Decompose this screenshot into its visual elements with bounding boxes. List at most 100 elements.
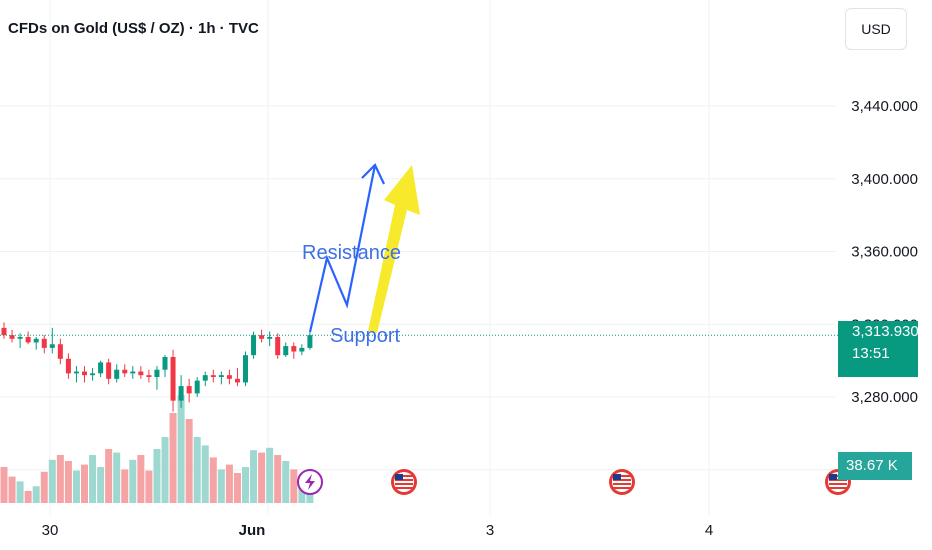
volume-bar — [250, 450, 258, 503]
volume-bar — [233, 473, 241, 503]
candle-body — [82, 371, 87, 376]
candle-body — [178, 386, 184, 401]
candle-body — [226, 375, 232, 379]
candle-body — [98, 362, 104, 374]
price-tick-label: 3,400.000 — [851, 171, 918, 188]
volume-bar — [105, 449, 113, 503]
candle-body — [90, 373, 96, 376]
resistance-label[interactable]: Resistance — [302, 242, 401, 264]
volume-bar — [32, 486, 40, 503]
volume-bar — [64, 461, 72, 503]
candle-body — [194, 380, 200, 394]
us-flag-event-icon[interactable] — [391, 469, 417, 495]
volume-bars — [0, 395, 314, 503]
candle-series — [1, 322, 313, 412]
price-tick-label: 3,440.000 — [851, 98, 918, 115]
candle-body — [186, 386, 192, 394]
currency-button[interactable]: USD — [845, 8, 907, 50]
drawing-layer[interactable]: Resistance Support — [302, 163, 420, 347]
volume-bar — [24, 491, 32, 503]
blue-arrow-head[interactable] — [361, 163, 385, 185]
candle-body — [234, 378, 240, 383]
last-price-tag: 3,313.930 13:51 — [838, 321, 919, 377]
candle-body — [170, 356, 176, 401]
volume-bar — [145, 470, 153, 503]
yellow-arrow[interactable] — [368, 165, 420, 333]
volume-bar — [0, 467, 8, 503]
candle-body — [291, 346, 297, 352]
grid-lines — [0, 0, 835, 515]
volume-bar — [48, 459, 56, 503]
volume-bar — [113, 452, 121, 503]
volume-bar — [290, 469, 298, 503]
candle-body — [251, 335, 257, 356]
volume-bar — [40, 471, 48, 503]
candle-body — [267, 336, 273, 339]
time-tick-label: 4 — [705, 522, 713, 539]
volume-bar — [153, 449, 161, 503]
candle-body — [33, 338, 39, 343]
volume-bar — [121, 469, 129, 503]
volume-bar — [81, 464, 88, 503]
candle-body — [243, 355, 248, 383]
volume-bar — [185, 419, 193, 503]
volume-bar — [274, 455, 282, 503]
volume-bar — [72, 470, 80, 503]
volume-bar — [201, 445, 209, 503]
time-tick-label: 3 — [486, 522, 494, 539]
candle-body — [275, 336, 281, 356]
bar-countdown: 13:51 — [852, 345, 890, 362]
volume-bar — [8, 476, 16, 503]
candle-body — [299, 347, 305, 352]
volume-bar — [161, 437, 169, 503]
candle-body — [218, 375, 224, 377]
volume-bar — [258, 452, 266, 503]
volume-bar — [89, 455, 97, 503]
volume-bar — [225, 464, 233, 503]
price-tick-label: 3,360.000 — [851, 244, 918, 261]
candle-body — [57, 344, 63, 359]
candle-body — [49, 344, 55, 348]
time-tick-label: Jun — [239, 522, 266, 539]
volume-bar — [217, 469, 225, 503]
volume-bar — [177, 395, 185, 503]
candle-body — [9, 335, 15, 339]
support-label[interactable]: Support — [330, 325, 400, 347]
candle-body — [138, 371, 144, 376]
candle-body — [259, 335, 265, 339]
time-tick-label: 30 — [42, 522, 59, 539]
candle-body — [65, 358, 71, 374]
volume-bar — [209, 457, 217, 503]
candle-body — [25, 336, 31, 343]
candle-body — [146, 375, 152, 377]
candle-body — [1, 327, 7, 336]
candle-body — [154, 369, 160, 377]
volume-bar — [193, 437, 201, 503]
candle-body — [114, 369, 120, 379]
candle-body — [283, 346, 289, 356]
candle-body — [130, 371, 136, 374]
volume-bar — [266, 447, 274, 503]
candle-body — [162, 356, 168, 370]
candle-body — [41, 338, 47, 348]
volume-bar — [97, 467, 105, 503]
candle-body — [106, 362, 112, 379]
event-markers[interactable] — [297, 469, 851, 495]
candle-body — [17, 336, 23, 339]
volume-bar — [129, 459, 137, 503]
us-flag-event-icon[interactable] — [609, 469, 635, 495]
lightning-event-icon[interactable] — [297, 469, 323, 495]
time-axis[interactable]: 30 Jun 3 4 — [42, 522, 714, 539]
candle-body — [202, 375, 208, 381]
volume-bar — [56, 455, 64, 503]
chart-title: CFDs on Gold (US$ / OZ) · 1h · TVC — [8, 20, 259, 37]
blue-zigzag-arrow[interactable] — [308, 164, 377, 333]
volume-tag: 38.67 K — [838, 452, 912, 480]
candle-body — [73, 371, 79, 374]
volume-bar — [169, 413, 177, 503]
volume-bar — [137, 455, 145, 503]
candle-body — [210, 375, 216, 377]
candle-body — [307, 335, 313, 348]
volume-bar — [16, 481, 24, 503]
